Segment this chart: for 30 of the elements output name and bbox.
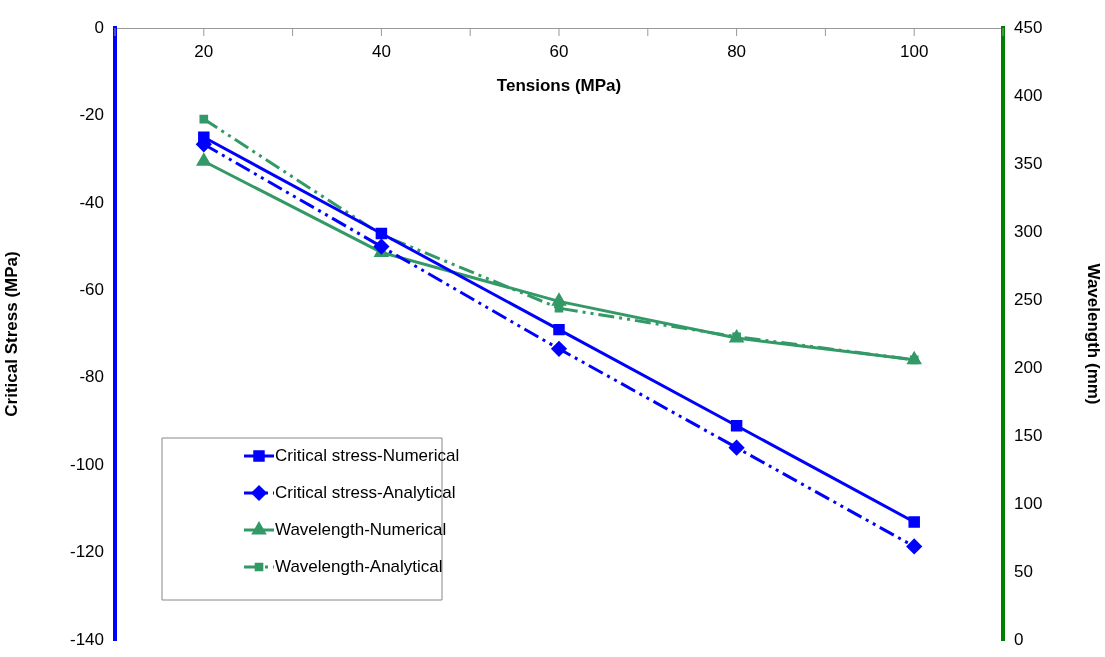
x-tick-label: 20 [194,42,214,62]
y2-tick-label: 100 [1014,493,1043,513]
legend-label: Critical stress-Numerical [275,445,460,465]
y-tick-label: -140 [69,629,104,649]
legend-label: Wavelength-Analytical [275,556,443,576]
legend-label: Wavelength-Numerical [275,519,447,539]
y-tick-label: -60 [79,279,104,299]
y-tick-label: 0 [94,17,104,37]
y-tick-label: -120 [69,542,104,562]
x-tick-label: 60 [549,42,569,62]
x-tick-label: 100 [900,42,929,62]
y2-tick-label: 0 [1014,629,1024,649]
y-axis-title: Critical Stress (MPa) [1,251,21,417]
y2-tick-label: 300 [1014,221,1043,241]
y2-tick-label: 200 [1014,357,1043,377]
y2-tick-label: 450 [1014,17,1043,37]
legend-label: Critical stress-Analytical [275,482,456,502]
y2-tick-label: 250 [1014,289,1043,309]
y2-tick-label: 400 [1014,85,1043,105]
y2-axis-title: Wavelength (mm) [1084,263,1104,405]
x-axis-title: Tensions (MPa) [496,76,622,96]
y-tick-label: -80 [79,367,104,387]
x-tick-label: 80 [727,42,747,62]
y-tick-label: -40 [79,192,104,212]
y2-tick-label: 350 [1014,153,1043,173]
x-tick-label: 40 [371,42,391,62]
y2-tick-label: 150 [1014,425,1043,445]
y2-tick-label: 50 [1014,561,1033,581]
y-tick-label: -100 [69,454,104,474]
y-tick-label: -20 [79,105,104,125]
